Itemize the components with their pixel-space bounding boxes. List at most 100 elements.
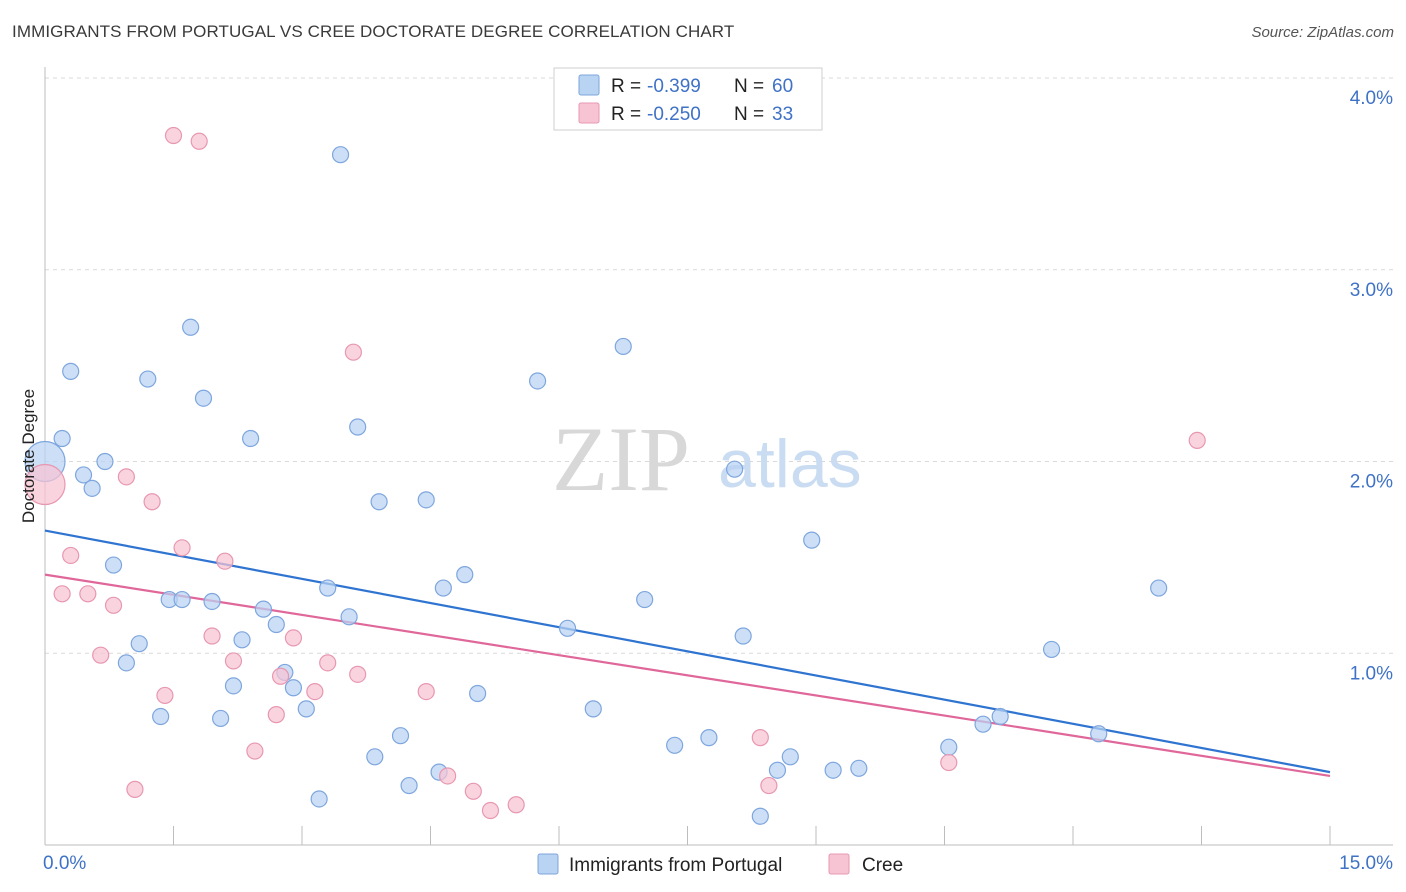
point-portugal bbox=[824, 761, 842, 779]
point-cree bbox=[284, 629, 303, 647]
point-portugal bbox=[331, 146, 350, 164]
point-cree bbox=[751, 729, 769, 747]
x-tick-label: 0.0% bbox=[43, 853, 86, 874]
point-portugal bbox=[130, 635, 148, 653]
point-portugal bbox=[850, 759, 868, 777]
point-portugal bbox=[940, 738, 958, 756]
point-portugal bbox=[417, 491, 435, 509]
point-cree bbox=[126, 780, 144, 798]
series-legend-label-cree: Cree bbox=[862, 855, 903, 876]
point-portugal bbox=[284, 679, 303, 697]
point-portugal bbox=[267, 615, 285, 634]
legend-n-value-portugal: 60 bbox=[772, 76, 793, 97]
y-tick-label: 1.0% bbox=[1350, 663, 1393, 684]
point-portugal bbox=[349, 418, 367, 436]
point-portugal bbox=[434, 579, 452, 597]
legend-r-label-portugal: R = bbox=[611, 76, 641, 97]
point-portugal bbox=[297, 700, 315, 718]
point-cree bbox=[271, 667, 290, 685]
point-portugal bbox=[366, 748, 384, 766]
point-portugal bbox=[74, 466, 93, 484]
point-portugal bbox=[391, 727, 410, 745]
point-portugal bbox=[117, 654, 135, 672]
legend-n-label-portugal: N = bbox=[734, 76, 764, 97]
x-tick-label: 15.0% bbox=[1339, 853, 1393, 874]
series-legend-swatch-portugal bbox=[537, 853, 559, 875]
point-portugal bbox=[104, 556, 123, 574]
point-cree bbox=[464, 782, 482, 800]
watermark-zip: ZIP bbox=[552, 408, 690, 510]
point-portugal bbox=[83, 479, 101, 497]
series-legend: Immigrants from Portugal Cree bbox=[537, 853, 903, 876]
point-portugal bbox=[319, 579, 337, 597]
point-portugal bbox=[340, 608, 358, 626]
series-legend-swatch-cree bbox=[828, 853, 850, 875]
point-cree bbox=[246, 742, 264, 760]
point-portugal bbox=[469, 684, 487, 703]
legend-swatch-portugal bbox=[578, 74, 600, 96]
point-cree bbox=[760, 776, 778, 795]
point-portugal bbox=[584, 700, 602, 718]
point-portugal bbox=[558, 619, 577, 637]
point-portugal bbox=[636, 590, 654, 609]
point-portugal bbox=[224, 677, 243, 695]
point-cree bbox=[143, 493, 161, 511]
point-cree bbox=[164, 126, 183, 145]
point-cree bbox=[24, 463, 66, 506]
point-portugal bbox=[528, 372, 547, 390]
grid-lines bbox=[45, 77, 1393, 654]
point-cree bbox=[1188, 431, 1206, 450]
legend-n-value-cree: 33 bbox=[772, 104, 793, 125]
legend-r-label-cree: R = bbox=[611, 104, 641, 125]
point-portugal bbox=[768, 761, 787, 779]
point-cree bbox=[224, 652, 243, 670]
point-cree bbox=[173, 539, 191, 557]
point-portugal bbox=[62, 362, 80, 380]
point-cree bbox=[349, 665, 367, 683]
point-portugal bbox=[1090, 725, 1108, 743]
point-cree bbox=[267, 706, 285, 724]
point-portugal bbox=[1042, 640, 1061, 659]
point-cree bbox=[417, 682, 435, 701]
trend-line-portugal bbox=[44, 529, 1331, 774]
point-cree bbox=[190, 132, 208, 150]
point-portugal bbox=[734, 627, 752, 645]
legend-n-label-cree: N = bbox=[734, 104, 764, 125]
legend-swatch-cree bbox=[578, 102, 600, 124]
point-cree bbox=[507, 796, 525, 814]
point-portugal bbox=[666, 736, 684, 754]
watermark-atlas: atlas bbox=[718, 426, 862, 502]
source-label: Source: ZipAtlas.com bbox=[1251, 24, 1394, 41]
point-cree bbox=[344, 343, 362, 361]
stats-legend: R = -0.399 N = 60 R = -0.250 N = 33 bbox=[553, 67, 823, 131]
point-portugal bbox=[212, 709, 230, 728]
point-portugal bbox=[310, 790, 328, 808]
point-portugal bbox=[991, 707, 1009, 726]
point-portugal bbox=[803, 531, 821, 549]
point-portugal bbox=[726, 460, 744, 478]
point-portugal bbox=[96, 452, 114, 471]
point-portugal bbox=[139, 370, 157, 388]
point-cree bbox=[439, 767, 457, 785]
point-cree bbox=[79, 585, 97, 603]
point-cree bbox=[53, 585, 71, 603]
point-portugal bbox=[1150, 579, 1168, 597]
legend-r-value-portugal: -0.399 bbox=[647, 76, 701, 97]
point-portugal bbox=[370, 493, 388, 511]
point-cree bbox=[117, 468, 135, 486]
watermark: ZIP atlas bbox=[552, 408, 862, 510]
point-portugal bbox=[233, 631, 251, 649]
point-portugal bbox=[614, 337, 632, 356]
tick-labels: 1.0% 2.0% 3.0% 4.0% 0.0% 15.0% bbox=[43, 88, 1393, 874]
trend-line-cree bbox=[44, 573, 1331, 778]
point-portugal bbox=[152, 707, 170, 726]
point-portugal bbox=[203, 592, 221, 611]
series-legend-label-portugal: Immigrants from Portugal bbox=[569, 855, 782, 876]
point-cree bbox=[62, 546, 80, 565]
point-cree bbox=[216, 552, 234, 570]
y-axis-label: Doctorate Degree bbox=[19, 389, 38, 523]
y-tick-label: 2.0% bbox=[1350, 472, 1393, 493]
point-cree bbox=[481, 801, 500, 820]
point-cree bbox=[104, 596, 123, 614]
